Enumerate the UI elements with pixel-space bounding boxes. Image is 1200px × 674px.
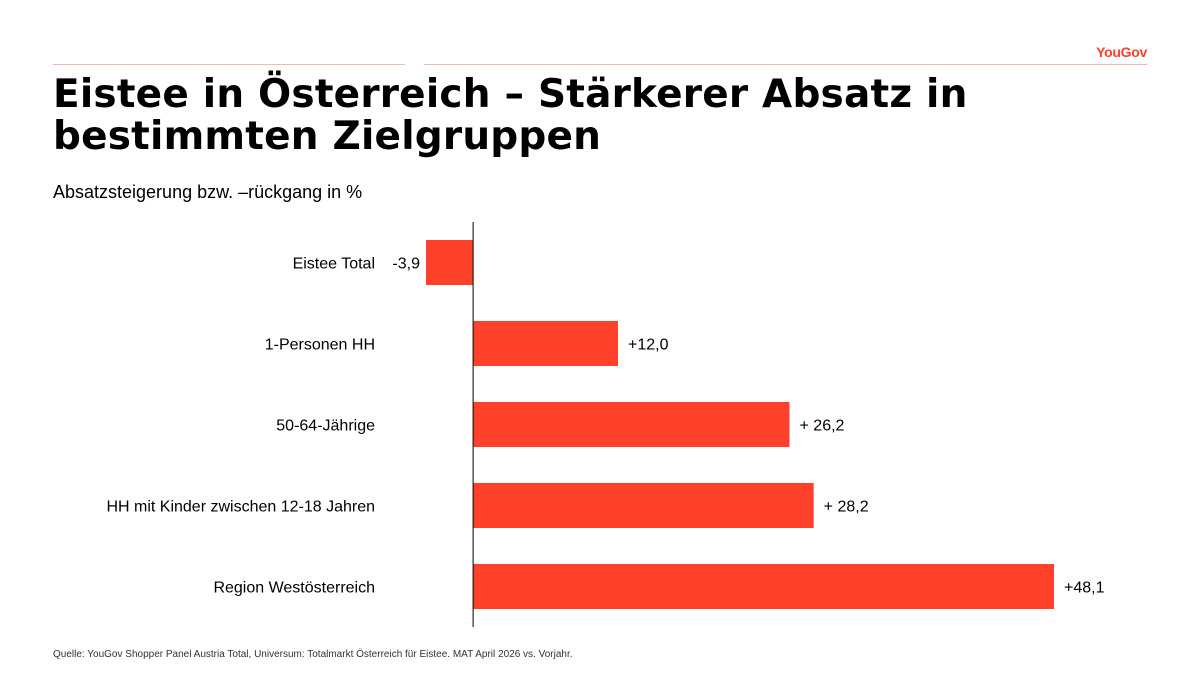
bar bbox=[426, 240, 474, 285]
data-label: + 26,2 bbox=[800, 418, 845, 435]
data-label: +12,0 bbox=[628, 337, 669, 354]
category-label: 50-64-Jährige bbox=[276, 418, 375, 435]
bar bbox=[473, 321, 619, 366]
bar bbox=[473, 564, 1055, 609]
yougov-logo: YouGov bbox=[1096, 44, 1147, 60]
source-note: Quelle: YouGov Shopper Panel Austria Tot… bbox=[53, 649, 573, 660]
page-title: Eistee in Österreich – Stärkerer Absatz … bbox=[53, 72, 968, 159]
header-rule-right bbox=[424, 64, 1147, 65]
category-label: Eistee Total bbox=[293, 256, 375, 273]
data-label: -3,9 bbox=[392, 256, 420, 273]
chart-subtitle: Absatzsteigerung bzw. –rückgang in % bbox=[53, 182, 363, 202]
data-label: +48,1 bbox=[1064, 580, 1105, 597]
bar bbox=[473, 483, 814, 528]
data-label: + 28,2 bbox=[824, 499, 869, 516]
category-label: HH mit Kinder zwischen 12-18 Jahren bbox=[106, 499, 375, 516]
bar bbox=[473, 402, 790, 447]
category-label: 1-Personen HH bbox=[265, 337, 375, 354]
category-label: Region Westösterreich bbox=[213, 580, 375, 597]
header-rule-left bbox=[53, 64, 405, 65]
